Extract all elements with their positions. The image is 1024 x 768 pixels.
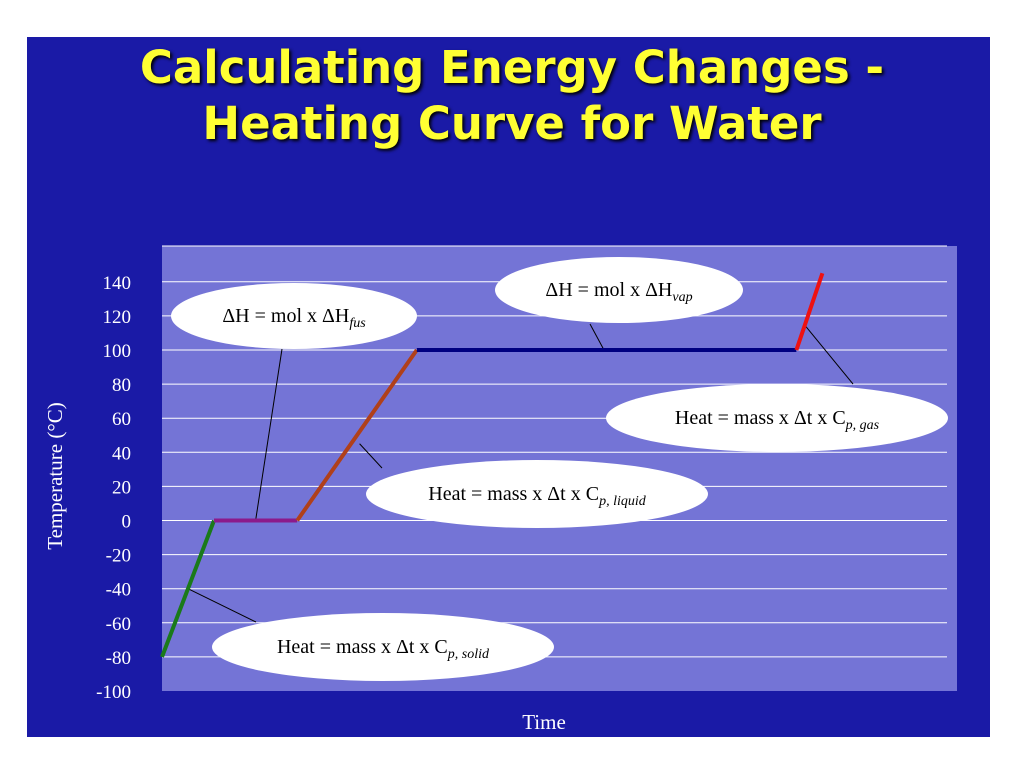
callout-formula: Heat = mass x Δt x C [428, 483, 599, 505]
y-tick-label: 40 [112, 443, 131, 464]
callout-subscript: fus [349, 316, 366, 331]
callout-subscript: p, liquid [598, 494, 647, 509]
callout-formula: ΔH = mol x ΔH [545, 279, 672, 301]
callout-solid: Heat = mass x Δt x Cp, solid [212, 613, 554, 681]
callout-line-liquid [359, 443, 383, 469]
curve-segment-liquid [295, 348, 419, 522]
callout-formula: Heat = mass x Δt x C [675, 407, 846, 429]
callout-line-gas [803, 324, 854, 385]
callout-subscript: p, solid [447, 647, 490, 662]
y-tick-label: 80 [112, 375, 131, 396]
callout-text: Heat = mass x Δt x Cp, gas [675, 407, 880, 433]
callout-lines [187, 323, 854, 623]
y-tick-label: -100 [96, 682, 131, 703]
slide-title: Calculating Energy Changes - Heating Cur… [0, 40, 1024, 152]
y-tick-labels: 140 120 100 80 60 40 20 0 -20 -40 -60 -80 -100 [96, 273, 131, 703]
y-tick-label: 60 [112, 409, 131, 430]
callout-subscript: p, gas [845, 418, 880, 433]
callout-bubble [212, 613, 554, 681]
callout-bubble [366, 460, 708, 528]
callout-line-fus [255, 348, 283, 521]
y-tick-label: 100 [103, 341, 132, 362]
callout-gas: Heat = mass x Δt x Cp, gas [606, 384, 948, 452]
callout-bubble [495, 257, 743, 323]
x-axis-label: Time [522, 710, 566, 734]
callout-text: Heat = mass x Δt x Cp, liquid [428, 483, 646, 509]
callout-formula: ΔH = mol x ΔH [222, 305, 349, 327]
callout-subscript: vap [672, 290, 692, 305]
callout-vap: ΔH = mol x ΔHvap [495, 257, 743, 323]
callout-formula: Heat = mass x Δt x C [277, 636, 448, 658]
y-tick-label: -20 [106, 546, 131, 567]
title-line-2: Heating Curve for Water [202, 97, 822, 150]
y-tick-label: -80 [106, 648, 131, 669]
callout-bubble [171, 283, 417, 349]
callout-fus: ΔH = mol x ΔHfus [171, 283, 417, 349]
y-tick-label: 20 [112, 477, 131, 498]
y-axis-label: Temperature (°C) [43, 402, 67, 549]
y-tick-label: -60 [106, 614, 131, 635]
callout-bubble [606, 384, 948, 452]
y-tick-label: 0 [122, 512, 132, 533]
callout-text: ΔH = mol x ΔHfus [222, 305, 366, 331]
callout-liquid: Heat = mass x Δt x Cp, liquid [366, 460, 708, 528]
callout-text: ΔH = mol x ΔHvap [545, 279, 692, 305]
curve-segment-solid [160, 519, 216, 658]
title-line-1: Calculating Energy Changes - [139, 41, 885, 94]
y-tick-label: -40 [106, 580, 131, 601]
callout-line-vap [589, 323, 605, 351]
callout-text: Heat = mass x Δt x Cp, solid [277, 636, 490, 662]
curve-segments [160, 272, 825, 658]
callout-line-solid [187, 588, 257, 623]
y-tick-label: 140 [103, 273, 132, 294]
curve-segment-gas [794, 272, 825, 351]
y-tick-label: 120 [103, 307, 132, 328]
